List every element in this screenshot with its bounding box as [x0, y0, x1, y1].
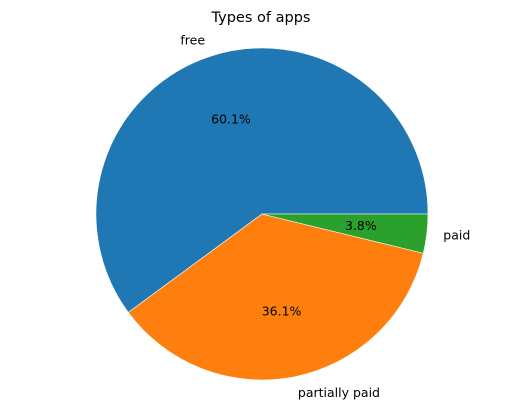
pie-labels: free 60.1% partially paid 36.1% paid 3.8%	[180, 33, 470, 401]
slice-percent-free: 60.1%	[211, 111, 251, 126]
pie-slice-partially-paid	[127, 213, 424, 381]
slice-label-partially-paid: partially paid	[298, 385, 380, 400]
slice-label-paid: paid	[443, 228, 470, 243]
chart-title: Types of apps	[211, 10, 311, 26]
pie-slices	[95, 47, 429, 381]
slice-label-free: free	[180, 33, 205, 48]
pie-slice-free	[95, 47, 429, 313]
pie-slice-paid	[261, 213, 429, 254]
slice-percent-partially-paid: 36.1%	[262, 304, 302, 319]
slice-percent-paid: 3.8%	[345, 218, 377, 233]
